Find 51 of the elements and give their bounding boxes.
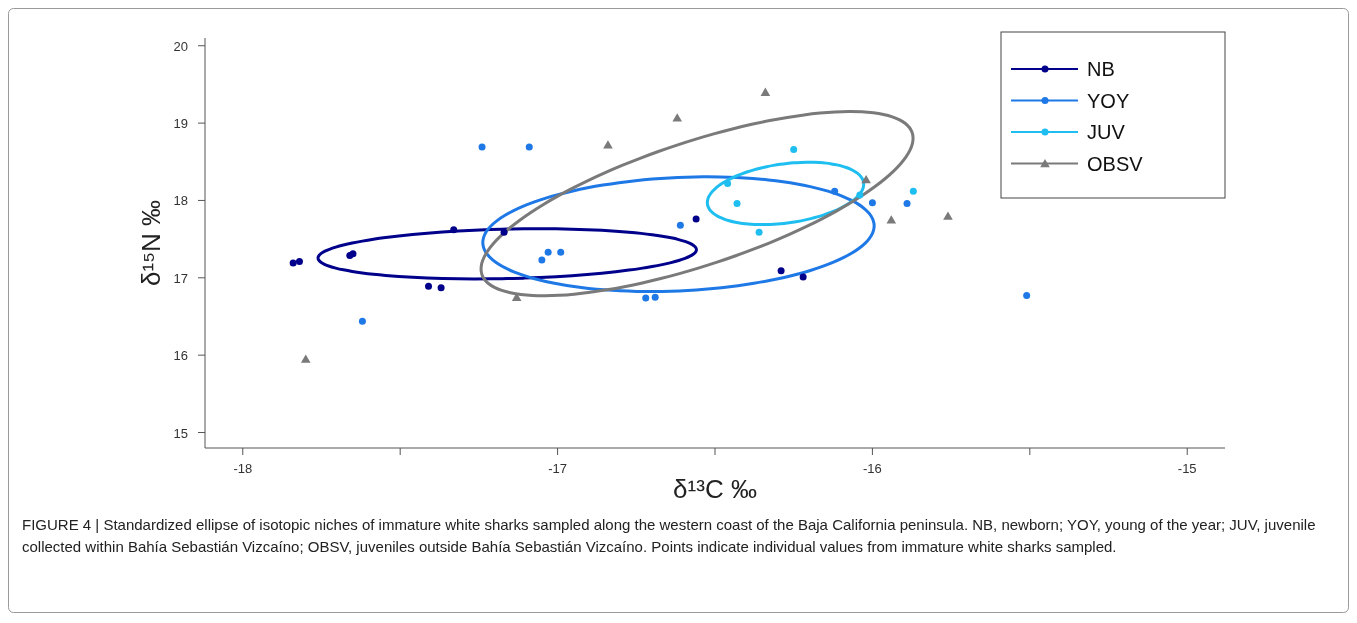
x-tick-label: -17 (548, 461, 567, 476)
y-tick-label: 20 (173, 38, 188, 54)
point (651, 293, 659, 301)
x-tick-label: -16 (863, 461, 882, 476)
point (544, 248, 552, 256)
y-tick-label: 18 (173, 193, 188, 209)
point (603, 140, 613, 149)
caption: FIGURE 4 | Standardized ellipse of isotopic niches of immature white sharks sampled along the western coast of the Baja California peninsula. NB, newborn; YOY, young of the year; JUV, juvenile collected within Bahía Sebastián Vizcaíno; OBSV, juveniles outside Bahía Sebastián Vizcaíno. Points indicate individual values from immature white sharks sampled. (22, 516, 1316, 555)
legend-label: OBSV (1087, 152, 1144, 175)
y-tick-label: 19 (173, 116, 188, 132)
point (289, 259, 297, 267)
point (538, 256, 546, 264)
point (676, 221, 684, 229)
point (831, 187, 839, 195)
point (733, 200, 741, 208)
point (525, 143, 533, 151)
point (300, 354, 311, 363)
point (500, 228, 508, 236)
point (511, 292, 522, 301)
point (943, 211, 953, 220)
point (909, 187, 917, 195)
point (450, 226, 458, 234)
point (425, 282, 433, 290)
point (642, 294, 650, 302)
point (861, 175, 871, 184)
point (799, 273, 807, 281)
legend-label: JUV (1087, 121, 1126, 143)
y-tick-label: 15 (173, 425, 188, 441)
point (777, 267, 785, 275)
point (1023, 292, 1031, 300)
x-axis-title: δ¹³C ‰ (673, 474, 757, 504)
point (868, 199, 876, 207)
x-tick-label: -15 (1177, 461, 1197, 476)
point (886, 215, 897, 224)
y-tick-label: 16 (173, 348, 188, 364)
point (692, 215, 700, 223)
legend-label: YOY (1087, 89, 1130, 112)
point (478, 143, 486, 151)
point (295, 258, 303, 266)
point (790, 145, 798, 153)
legend-label: NB (1087, 58, 1115, 80)
point (903, 200, 911, 208)
point (437, 284, 445, 292)
point (557, 248, 565, 256)
point (755, 228, 763, 236)
point (760, 87, 771, 96)
point (358, 317, 366, 325)
point (856, 191, 864, 199)
y-tick-label: 17 (173, 270, 188, 286)
x-tick-label: -18 (233, 461, 253, 476)
y-axis-title: δ¹⁵N ‰ (136, 200, 166, 286)
